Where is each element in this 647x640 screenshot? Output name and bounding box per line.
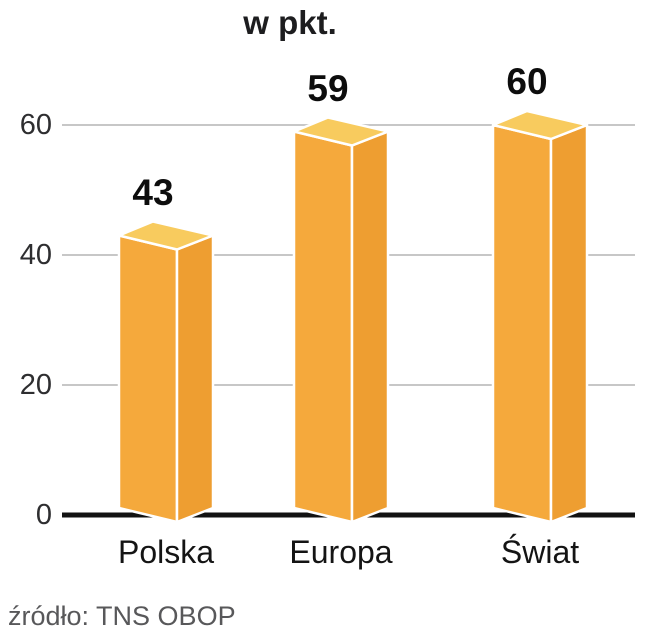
chart-title: w pkt.: [243, 4, 337, 41]
bar-front-face: [117, 234, 179, 524]
bar-side-face: [175, 234, 215, 524]
bar-top-face: [292, 116, 390, 147]
bar-top-face: [491, 109, 589, 141]
source-note: źródło: TNS OBOP: [8, 601, 236, 631]
bar-top-face: [117, 220, 215, 251]
bar-front-face: [292, 130, 354, 524]
bar-swiat: [491, 109, 589, 524]
bar-side-face: [549, 123, 589, 524]
bar-polska: [117, 220, 215, 524]
bar-front-face: [491, 123, 553, 524]
bar-side-face: [350, 130, 390, 524]
bar-europa: [292, 116, 390, 524]
